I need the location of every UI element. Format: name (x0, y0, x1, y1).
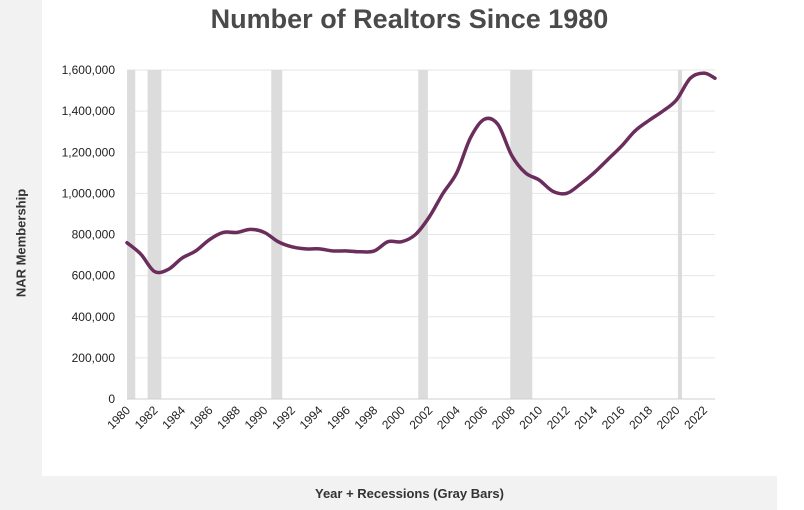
x-tick-label: 2014 (571, 403, 600, 432)
right-margin (777, 0, 804, 510)
x-tick-label: 2022 (681, 403, 710, 432)
x-tick-label: 2006 (462, 403, 491, 432)
y-tick-label: 600,000 (72, 269, 116, 283)
x-tick-label: 2008 (489, 403, 518, 432)
x-tick-label: 1986 (187, 403, 216, 432)
membership-line (125, 71, 717, 275)
x-tick-label: 2020 (654, 403, 683, 432)
series-layer (125, 71, 717, 275)
y-tick-labels: 0 200,000 400,000 600,000 800,000 1,000,000 1,… (62, 63, 116, 406)
x-tick-label: 1992 (269, 403, 298, 432)
ylabel-band (0, 0, 42, 510)
y-tick-label: 1,400,000 (62, 104, 116, 118)
y-tick-label: 400,000 (72, 310, 116, 324)
recession-bar (677, 70, 683, 399)
y-tick-label: 1,600,000 (62, 63, 116, 77)
x-tick-label: 2002 (407, 403, 436, 432)
x-tick-label: 1994 (297, 403, 326, 432)
recession-bar (147, 70, 162, 399)
xlabel-band (42, 476, 777, 510)
chart-title: Number of Realtors Since 1980 (210, 4, 609, 34)
x-tick-label: 1996 (324, 403, 353, 432)
x-tick-label: 1982 (132, 403, 161, 432)
x-tick-label: 1980 (104, 403, 133, 432)
y-tick-label: 1,000,000 (62, 186, 116, 200)
y-tick-label: 200,000 (72, 351, 116, 365)
recession-bar (127, 70, 136, 399)
x-axis-label: Year + Recessions (Gray Bars) (315, 486, 504, 501)
y-tick-label: 0 (108, 392, 115, 406)
x-tick-label: 1988 (214, 403, 243, 432)
x-tick-label: 2012 (544, 403, 573, 432)
y-tick-label: 800,000 (72, 228, 116, 242)
x-tick-label: 1990 (242, 403, 271, 432)
x-tick-label: 1998 (352, 403, 381, 432)
x-tick-label: 2016 (599, 403, 628, 432)
x-tick-labels: 1980198219841986198819901992199419961998… (104, 403, 710, 432)
x-tick-label: 2018 (626, 403, 655, 432)
y-tick-label: 1,200,000 (62, 145, 116, 159)
x-tick-label: 2000 (379, 403, 408, 432)
x-tick-label: 2004 (434, 403, 463, 432)
recession-bar (271, 70, 283, 399)
recession-bar (418, 70, 428, 399)
recession-bar (510, 70, 533, 399)
recession-bars (127, 70, 683, 399)
x-tick-label: 2010 (516, 403, 545, 432)
x-tick-label: 1984 (159, 403, 188, 432)
